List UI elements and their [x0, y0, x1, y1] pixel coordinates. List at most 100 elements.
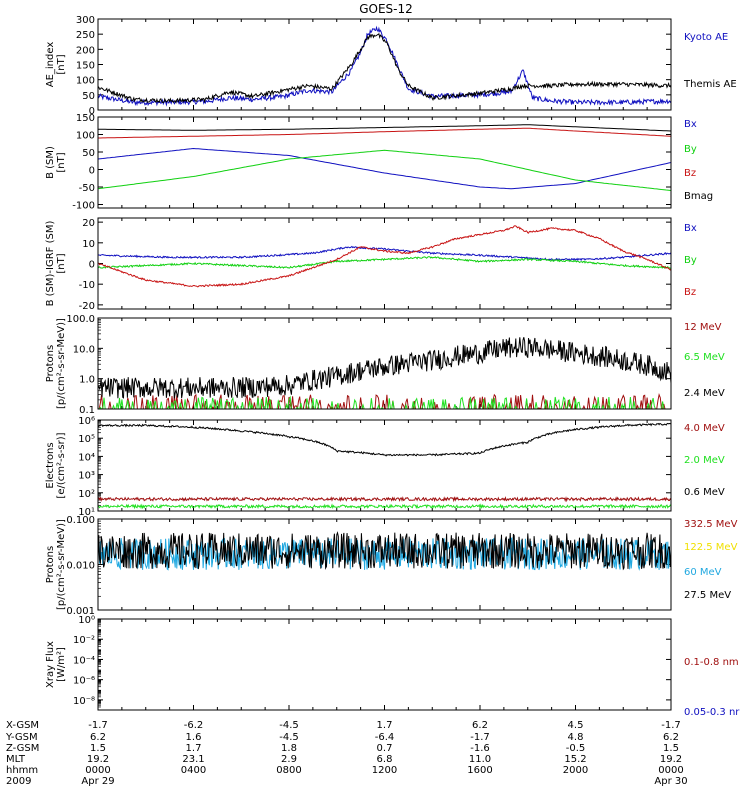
ylabel-electrons-1: [e/(cm²-s-sr)]: [56, 432, 67, 498]
ytick-label-protons-3: 100.0: [66, 314, 95, 325]
ytick-label-bgsm-0: -100: [72, 201, 95, 212]
orbit-cell-3-3: 6.8: [377, 754, 393, 765]
ytick-label-xray-3: 10⁻²: [73, 635, 95, 646]
legend-hiprotons-2: 60 MeV: [684, 567, 722, 578]
legend-xray-1: 0.05-0.3 nr: [684, 707, 740, 718]
legend-bgsm-1: By: [684, 144, 697, 155]
legend-hiprotons-3: 27.5 MeV: [684, 590, 731, 601]
ytick-label-electrons-1: 10²: [78, 489, 95, 500]
ylabel-xray-1: [W/m²]: [56, 647, 67, 682]
legend-bgsm-2: Bz: [684, 168, 696, 179]
legend-bgsm-3: Bmag: [684, 191, 713, 202]
ytick-label-bdiff-4: 20: [82, 218, 95, 229]
ytick-label-bdiff-2: 0: [89, 260, 95, 271]
ytick-label-electrons-3: 10⁴: [78, 452, 95, 463]
frame-protons: [97, 317, 672, 410]
orbit-cell-5-1: 4.8: [568, 732, 584, 743]
panel-ae: 0 50 100 150 200 250 300 AE_index [nT] Kyoto AE Th…: [45, 15, 737, 117]
ylabel-ae-0: AE_index: [45, 42, 56, 88]
legend-protons-1: 6.5 MeV: [684, 352, 725, 363]
ylabel-ae-1: [nT]: [56, 54, 67, 74]
orbit-cell-0-0: -1.7: [88, 720, 108, 731]
ytick-label-ae-5: 250: [76, 30, 95, 41]
orbit-row-label-2: Z-GSM: [6, 743, 39, 754]
orbit-cell-2-4: 0800: [276, 765, 301, 776]
orbit-cell-4-4: 1600: [467, 765, 492, 776]
orbit-cell-6-1: 6.2: [663, 732, 679, 743]
orbit-cell-2-2: 1.8: [281, 743, 297, 754]
ylabel-hiprotons-1: [p/(cm²-s-sr-MeV)]: [56, 519, 67, 610]
series-line-bdiff-2: [98, 225, 671, 288]
orbit-cell-5-4: 2000: [563, 765, 588, 776]
ylabel-protons-1: [p/(cm²-s-sr-MeV)]: [56, 318, 67, 409]
panel-hiprotons: 0.001 0.010 0.100 Protons [p/(cm²-s-sr-MeV)]…: [45, 515, 738, 617]
orbit-cell-3-4: 1200: [372, 765, 397, 776]
orbit-row-label-4: hhmm: [6, 765, 38, 776]
ytick-label-bdiff-0: -20: [79, 301, 95, 312]
orbit-row-label-1: Y-GSM: [5, 732, 38, 743]
ytick-label-protons-2: 10.0: [73, 344, 95, 355]
ytick-label-bdiff-3: 10: [82, 239, 95, 250]
ytick-label-hiprotons-0: 0.001: [66, 606, 95, 617]
orbit-cell-4-0: 6.2: [472, 720, 488, 731]
ytick-label-ae-1: 50: [82, 91, 95, 102]
frame-xray: [97, 618, 672, 711]
ytick-label-ae-4: 200: [76, 45, 95, 56]
orbit-cell-3-0: 1.7: [377, 720, 393, 731]
orbit-cell-1-1: 1.6: [186, 732, 202, 743]
series-line-electrons-0: [98, 496, 671, 503]
legend-xray-0: 0.1-0.8 nm: [684, 657, 739, 668]
ytick-label-bgsm-4: 100: [76, 131, 95, 142]
legend-bdiff-1: By: [684, 255, 697, 266]
orbit-cell-2-1: -4.5: [279, 732, 299, 743]
orbit-cell-1-0: -6.2: [184, 720, 204, 731]
orbit-cell-5-2: -0.5: [566, 743, 586, 754]
panel-bgsm: -100 -50 0 50 100 150 B (SM) [nT] Bx By Bz Bmag: [45, 113, 713, 212]
ylabel-bgsm-0: B (SM): [45, 146, 56, 179]
panel-protons: 0.1 1.0 10.0 100.0 Protons [p/(cm²-s-sr-MeV)]…: [45, 314, 725, 416]
ytick-label-electrons-2: 10³: [78, 471, 95, 482]
frame-ae: [97, 18, 672, 111]
ytick-label-xray-0: 10⁻⁸: [73, 696, 95, 707]
plot-title: GOES-12: [359, 2, 413, 16]
series-line-electrons-1: [98, 503, 671, 510]
orbit-row-label-3: MLT: [6, 754, 26, 765]
frame-bgsm: [97, 116, 672, 209]
orbit-cell-4-3: 11.0: [469, 754, 491, 765]
ytick-label-bdiff-1: -10: [79, 280, 95, 291]
series-line-bgsm-3: [98, 124, 671, 132]
orbit-cell-6-5: Apr 30: [654, 776, 687, 787]
ylabel-xray-0: Xray Flux: [45, 641, 56, 688]
orbit-cell-3-1: -6.4: [375, 732, 395, 743]
legend-hiprotons-0: 332.5 MeV: [684, 519, 738, 530]
series-line-electrons-2: [98, 422, 671, 457]
series-line-bdiff-1: [98, 256, 671, 269]
orbit-cell-2-3: 2.9: [281, 754, 297, 765]
legend-electrons-0: 4.0 MeV: [684, 423, 725, 434]
legend-bgsm-0: Bx: [684, 119, 697, 130]
series-line-protons-2: [98, 337, 671, 399]
ytick-label-bgsm-3: 50: [82, 148, 95, 159]
legend-protons-0: 12 MeV: [684, 322, 722, 333]
orbit-cell-0-5: Apr 29: [81, 776, 114, 787]
orbit-cell-4-1: -1.7: [470, 732, 490, 743]
series-line-bdiff-0: [98, 245, 671, 262]
legend-electrons-1: 2.0 MeV: [684, 455, 725, 466]
ytick-label-xray-2: 10⁻⁴: [73, 655, 95, 666]
orbit-cell-6-3: 19.2: [660, 754, 682, 765]
ylabel-bgsm-1: [nT]: [56, 152, 67, 172]
series-line-ae-1: [98, 32, 671, 105]
orbit-cell-0-1: 6.2: [90, 732, 106, 743]
ytick-label-electrons-0: 10¹: [78, 507, 95, 518]
ytick-label-ae-3: 150: [76, 61, 95, 72]
orbit-row-label-5: 2009: [6, 776, 31, 787]
series-line-ae-0: [98, 25, 671, 107]
ytick-label-xray-1: 10⁻⁶: [73, 676, 95, 687]
series-line-hiprotons-2: [98, 537, 671, 571]
ytick-label-protons-1: 1.0: [79, 375, 95, 386]
ytick-label-bgsm-1: -50: [79, 183, 95, 194]
panel-bdiff: -20 -10 0 10 20 B (SM)-IGRF (SM) [nT] Bx By Bz: [45, 217, 697, 312]
ytick-label-protons-0: 0.1: [79, 405, 95, 416]
